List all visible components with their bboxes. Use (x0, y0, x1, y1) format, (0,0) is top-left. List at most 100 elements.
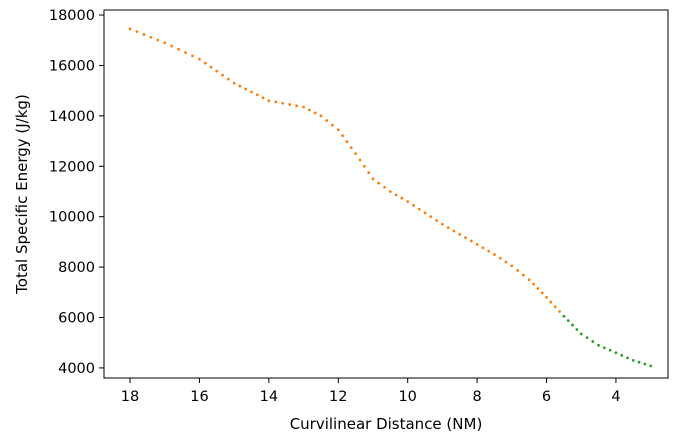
x-tick-label: 4 (611, 389, 620, 405)
data-point (412, 203, 415, 207)
data-point (232, 81, 236, 85)
data-point (274, 100, 278, 104)
data-point (446, 226, 450, 230)
data-point (504, 260, 508, 264)
data-point (191, 54, 194, 58)
data-point (602, 346, 606, 350)
data-point (209, 65, 213, 69)
data-point (626, 356, 629, 360)
y-tick-label: 8000 (58, 260, 95, 276)
data-point (597, 343, 600, 347)
x-tick-label: 16 (190, 389, 208, 405)
data-point (620, 353, 624, 357)
data-point (429, 215, 433, 219)
data-point (521, 273, 525, 277)
data-point (608, 348, 612, 352)
y-tick-label: 14000 (49, 109, 95, 125)
data-point (313, 111, 317, 115)
data-point (261, 96, 265, 100)
data-point (362, 164, 366, 168)
data-point (498, 256, 502, 260)
data-point (198, 57, 201, 61)
data-point (331, 123, 334, 127)
data-point (325, 119, 329, 122)
y-tick-label: 18000 (49, 8, 95, 24)
data-point (579, 332, 583, 336)
y-tick-label: 12000 (49, 159, 95, 175)
data-point (142, 33, 146, 36)
data-point (358, 158, 362, 162)
data-point (394, 193, 398, 197)
data-point (536, 287, 540, 290)
data-point (417, 207, 421, 211)
data-point (423, 211, 427, 215)
data-point (250, 90, 253, 94)
data-point (553, 305, 557, 309)
y-tick-label: 6000 (58, 311, 95, 327)
data-point (255, 93, 259, 97)
x-axis-ticks: 18 16 14 12 10 8 6 4 (121, 378, 621, 405)
y-axis-ticks: 4000 6000 8000 10000 12000 14000 16000 18000 (49, 8, 104, 377)
data-point (388, 190, 392, 193)
data-point (170, 44, 174, 48)
data-point (367, 171, 371, 174)
data-point (307, 108, 311, 112)
data-point (336, 128, 340, 132)
data-point (400, 196, 404, 200)
data-point (215, 69, 219, 73)
data-point (591, 340, 595, 343)
x-tick-label: 14 (260, 389, 278, 405)
data-point (135, 30, 139, 34)
data-point (637, 360, 641, 364)
data-point (540, 291, 544, 295)
data-point (585, 336, 589, 340)
data-point (458, 232, 462, 236)
data-point (549, 300, 553, 304)
data-point (371, 177, 375, 181)
data-point (643, 362, 647, 366)
x-tick-label: 12 (329, 389, 347, 405)
data-point (341, 134, 345, 138)
data-point (354, 152, 358, 156)
data-point (469, 239, 473, 243)
data-point (281, 101, 285, 105)
y-tick-label: 4000 (58, 361, 95, 377)
data-point (575, 328, 579, 331)
data-point (406, 200, 410, 203)
data-point (203, 61, 207, 65)
data-points (128, 27, 653, 368)
data-point (516, 269, 519, 272)
data-point (267, 99, 271, 103)
data-point (532, 282, 535, 286)
data-point (441, 222, 444, 226)
data-point (562, 314, 566, 318)
x-tick-label: 8 (472, 389, 481, 405)
data-point (566, 319, 570, 323)
data-point (452, 229, 456, 233)
data-point (527, 278, 531, 282)
data-point (163, 41, 167, 45)
data-point (383, 185, 386, 189)
data-point (302, 105, 305, 109)
data-point (184, 51, 187, 54)
data-point (481, 246, 485, 250)
plot-frame (103, 9, 669, 379)
data-point (510, 264, 514, 268)
data-point (238, 84, 242, 88)
data-point (649, 364, 653, 368)
data-point (244, 87, 248, 91)
x-tick-label: 18 (121, 389, 139, 405)
data-point (571, 323, 574, 327)
data-point (614, 351, 618, 355)
data-point (226, 77, 230, 81)
x-tick-label: 6 (542, 389, 551, 405)
y-tick-label: 16000 (49, 58, 95, 74)
data-point (221, 73, 224, 77)
y-tick-label: 10000 (49, 210, 95, 226)
data-point (435, 219, 439, 222)
data-point (349, 146, 353, 150)
data-point (545, 295, 548, 299)
data-point (493, 253, 496, 256)
x-axis-label: Curvilinear Distance (NM) (290, 415, 483, 433)
